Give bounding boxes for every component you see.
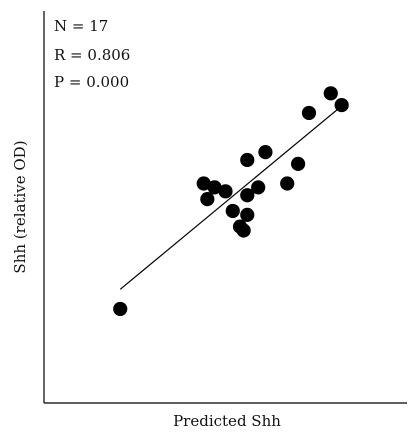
- scatter-point: [240, 188, 255, 203]
- scatter-point: [240, 152, 255, 168]
- scatter-point: [200, 192, 215, 207]
- scatter-point: [240, 207, 255, 222]
- scatter-point: [301, 105, 317, 121]
- x-axis-label: Predicted Shh: [173, 412, 281, 430]
- scatter-point: [251, 180, 266, 195]
- scatter-point: [334, 97, 349, 113]
- scatter-point: [280, 176, 295, 191]
- trend-line: [119, 108, 339, 290]
- stat-n: N = 17: [54, 17, 108, 35]
- stats-annotation: N = 17 R = 0.806 P = 0.000: [54, 17, 130, 91]
- scatter-point: [207, 180, 222, 195]
- scatter-point: [323, 86, 338, 101]
- stat-r: R = 0.806: [54, 46, 130, 64]
- scatter-point: [236, 223, 251, 238]
- scatter-point: [225, 203, 240, 219]
- scatter-point: [258, 145, 273, 160]
- points-layer: [113, 86, 349, 317]
- y-axis-label: Shh (relative OD): [11, 140, 29, 273]
- scatter-point: [196, 176, 211, 191]
- trendline-layer: [119, 108, 339, 290]
- plot-frame: [43, 11, 407, 404]
- stat-p: P = 0.000: [54, 73, 129, 91]
- scatter-point: [113, 301, 128, 317]
- scatter-point: [291, 156, 306, 171]
- scatter-point: [218, 184, 233, 199]
